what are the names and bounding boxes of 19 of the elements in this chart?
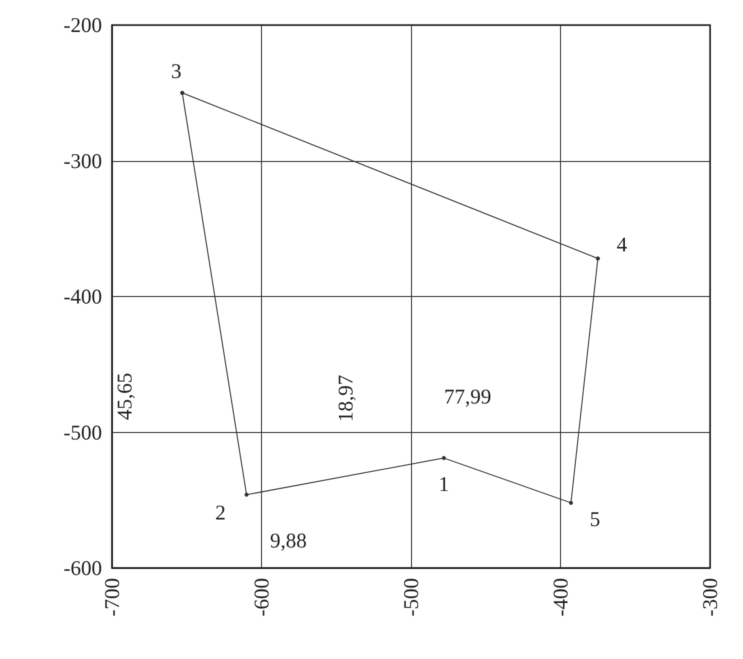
annotation: 5 <box>590 506 600 531</box>
y-tick-label: -600 <box>64 556 102 580</box>
x-tick-label: -500 <box>399 578 423 616</box>
x-tick-label: -400 <box>548 578 572 616</box>
x-tick-label: -300 <box>698 578 722 616</box>
y-tick-label: -400 <box>64 284 102 308</box>
y-tick-label: -200 <box>64 13 102 37</box>
annotation: 77,99 <box>444 384 492 408</box>
annotation: 4 <box>616 232 628 256</box>
y-tick-label: -500 <box>64 420 102 444</box>
y-tick-label: -300 <box>64 148 102 173</box>
annotation: 9,88 <box>270 528 307 552</box>
annotation: 18,97 <box>334 374 358 422</box>
annotation: 45,65 <box>112 372 136 420</box>
annotation: 3 <box>171 58 182 83</box>
x-tick-label: -600 <box>250 578 274 616</box>
annotation: 2 <box>215 500 226 525</box>
x-tick-label: -700 <box>100 578 124 616</box>
annotation: 1 <box>438 472 450 496</box>
